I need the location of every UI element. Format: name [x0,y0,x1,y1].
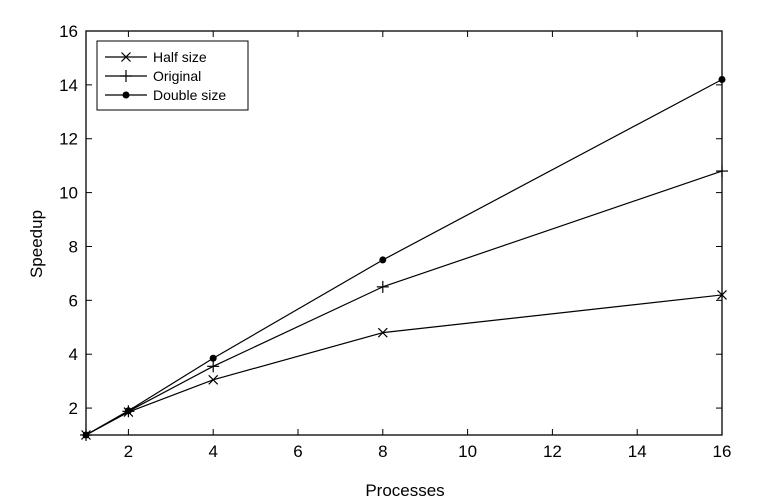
series-line-original [85,170,723,436]
legend-marker-double-size [122,91,130,99]
y-axis-label: Speedup [27,210,46,278]
data-point-double-size-4 [209,354,217,362]
y-tick-label-8: 8 [69,237,78,256]
data-point-double-size-2 [124,407,132,415]
legend-label-half-size: Half size [153,49,207,65]
x-tick-label-10: 10 [458,442,477,461]
plot-area-frame [85,30,723,436]
legend-marker-original [120,70,132,82]
y-tick-label-16: 16 [59,22,78,41]
data-point-half-size-4 [208,374,219,385]
y-tick-label-6: 6 [69,291,78,310]
data-point-original-8 [376,280,389,293]
x-tick-label-12: 12 [543,442,562,461]
y-tick-label-12: 12 [59,130,78,149]
data-point-original-4 [207,360,220,373]
data-point-original-16 [716,165,728,178]
x-axis-label: Processes [365,481,444,500]
x-tick-label-16: 16 [713,442,732,461]
x-tick-label-4: 4 [208,442,217,461]
legend-label-double-size: Double size [153,87,226,103]
data-point-half-size-16 [717,290,727,300]
legend-label-original: Original [153,68,201,84]
legend-marker-half-size [121,52,131,62]
x-tick-label-14: 14 [628,442,647,461]
y-tick-label-4: 4 [69,345,78,364]
data-point-half-size-8 [377,327,388,338]
series-line-half-size [85,294,723,436]
series-line-double-size [85,78,723,436]
x-tick-label-2: 2 [124,442,133,461]
legend: Half size Original Double size [96,40,249,111]
x-tick-label-6: 6 [293,442,302,461]
y-tick-label-10: 10 [59,184,78,203]
data-point-double-size-1 [82,431,90,439]
y-tick-label-2: 2 [69,399,78,418]
data-point-double-size-8 [379,256,387,264]
y-tick-label-14: 14 [59,76,78,95]
data-point-double-size-16 [718,75,726,83]
x-tick-label-8: 8 [378,442,387,461]
